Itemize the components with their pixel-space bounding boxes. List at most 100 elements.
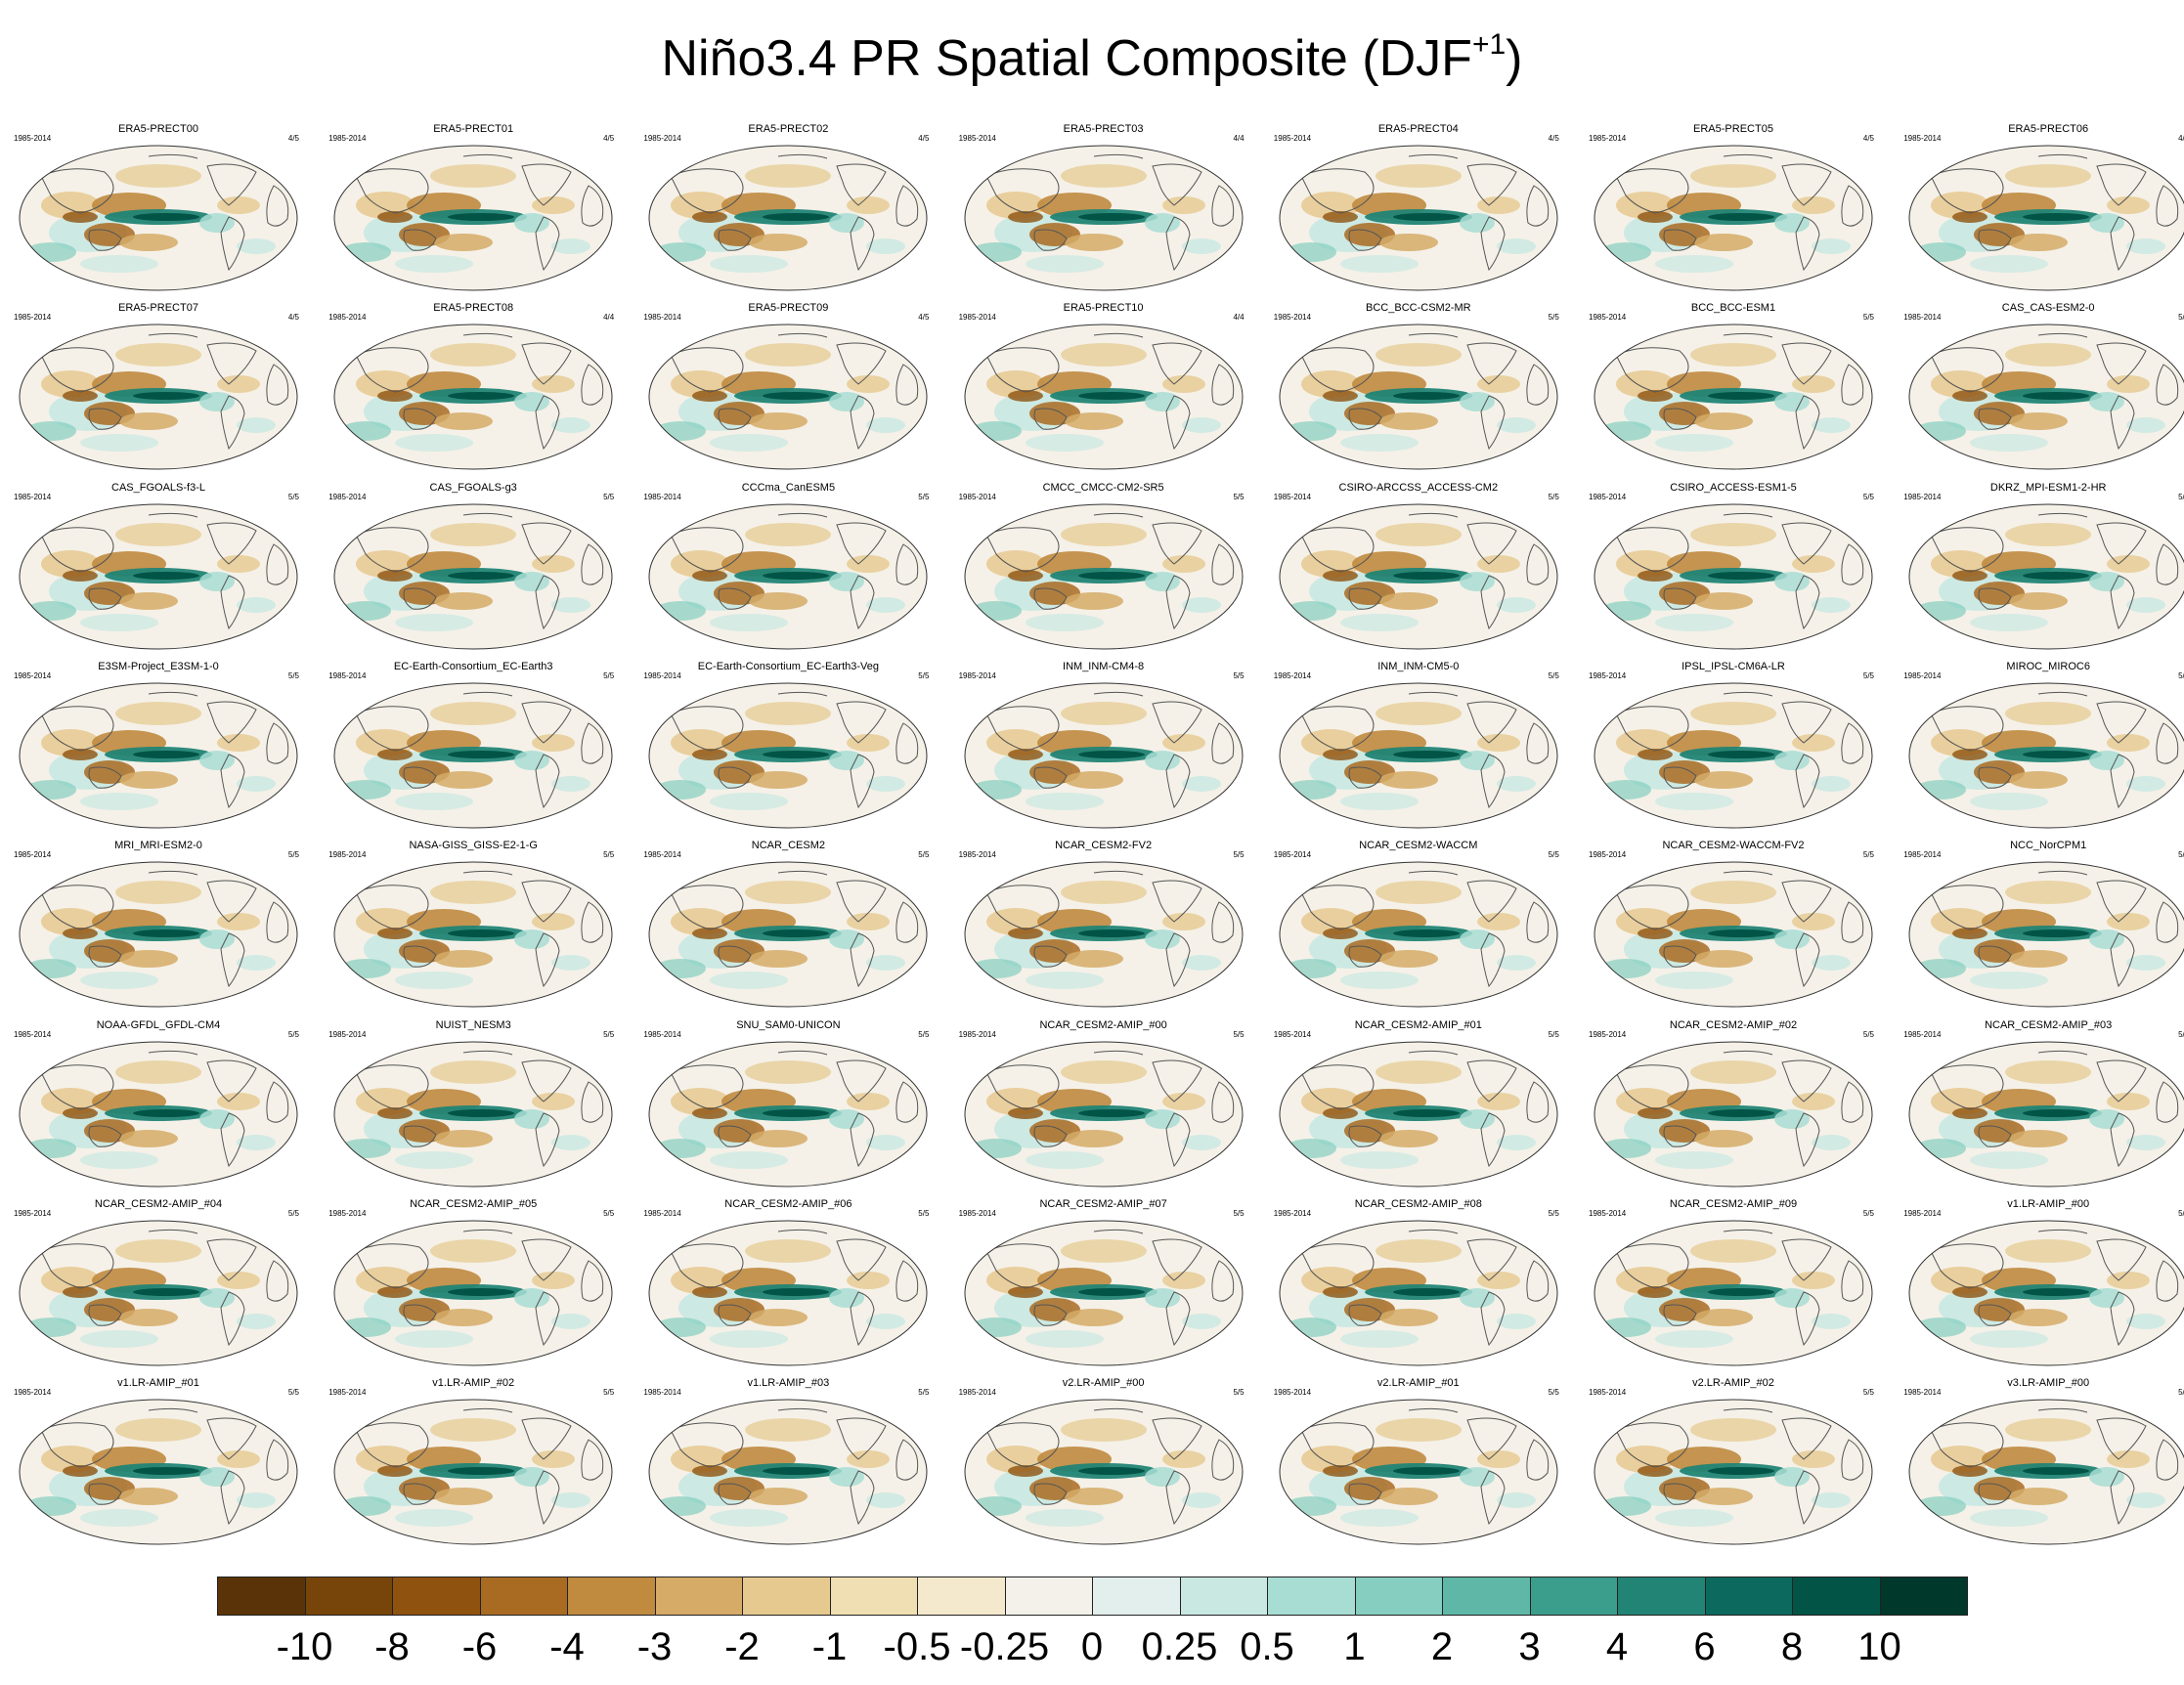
panel-title: ERA5-PRECT01 bbox=[433, 123, 514, 135]
colorbar-swatch bbox=[829, 1577, 918, 1616]
map-panel: v3.LR-AMIP_#00 1985-2014 5/5 bbox=[1901, 1377, 2184, 1553]
panel-period: 1985-2014 bbox=[328, 1029, 367, 1039]
panel-ratio: 5/5 bbox=[2178, 1029, 2184, 1039]
panel-title: BCC_BCC-ESM1 bbox=[1690, 302, 1776, 315]
panel-title: ERA5-PRECT07 bbox=[118, 302, 198, 315]
panel-period: 1985-2014 bbox=[1273, 1388, 1312, 1398]
panel-ratio: 5/5 bbox=[287, 492, 299, 501]
map-panel: NCAR_CESM2-AMIP_#02 1985-2014 5/5 bbox=[1587, 1019, 1880, 1195]
panel-ratio: 5/5 bbox=[603, 1029, 615, 1039]
panel-period: 1985-2014 bbox=[1903, 134, 1942, 143]
precip-map bbox=[964, 324, 1244, 470]
precip-map bbox=[333, 145, 613, 291]
precip-map bbox=[1279, 1041, 1558, 1187]
panel-ratio: 5/5 bbox=[603, 850, 615, 860]
panel-title: v2.LR-AMIP_#02 bbox=[1692, 1377, 1774, 1390]
panel-title: MIROC_MIROC6 bbox=[2006, 660, 2090, 672]
panel-title: NCAR_CESM2-AMIP_#07 bbox=[1039, 1197, 1167, 1210]
panel-ratio: 5/5 bbox=[287, 1208, 299, 1218]
map-panel: NCAR_CESM2-AMIP_#04 1985-2014 5/5 bbox=[12, 1198, 305, 1374]
panel-ratio: 4/5 bbox=[287, 134, 299, 143]
panel-ratio: 5/5 bbox=[2178, 313, 2184, 323]
panel-ratio: 5/5 bbox=[1548, 492, 1559, 501]
map-panel: NCC_NorCPM1 1985-2014 5/5 bbox=[1901, 840, 2184, 1015]
precip-map bbox=[333, 1041, 613, 1187]
panel-ratio: 4/5 bbox=[603, 134, 615, 143]
panel-title: NCAR_CESM2-AMIP_#05 bbox=[410, 1197, 538, 1210]
map-panel: NCAR_CESM2-FV2 1985-2014 5/5 bbox=[957, 840, 1250, 1015]
map-panel: NCAR_CESM2-AMIP_#06 1985-2014 5/5 bbox=[641, 1198, 935, 1374]
precip-map bbox=[1594, 682, 1873, 829]
precip-map bbox=[1279, 324, 1558, 470]
panel-title: v1.LR-AMIP_#02 bbox=[432, 1377, 515, 1390]
map-panel: v1.LR-AMIP_#01 1985-2014 5/5 bbox=[12, 1377, 305, 1553]
panel-title: ERA5-PRECT00 bbox=[118, 123, 198, 135]
panel-period: 1985-2014 bbox=[1273, 313, 1312, 323]
panel-title: E3SM-Project_E3SM-1-0 bbox=[98, 660, 219, 672]
panel-title: NCAR_CESM2-WACCM-FV2 bbox=[1662, 840, 1805, 852]
panel-period: 1985-2014 bbox=[958, 850, 996, 860]
panel-period: 1985-2014 bbox=[328, 1208, 367, 1218]
map-panel: v2.LR-AMIP_#01 1985-2014 5/5 bbox=[1272, 1377, 1565, 1553]
panel-ratio: 5/5 bbox=[1548, 1208, 1559, 1218]
panel-title: v1.LR-AMIP_#01 bbox=[117, 1377, 199, 1390]
panel-title: EC-Earth-Consortium_EC-Earth3-Veg bbox=[697, 660, 880, 672]
colorbar-tick-label: 4 bbox=[1605, 1625, 1629, 1668]
panel-period: 1985-2014 bbox=[1273, 670, 1312, 680]
panel-period: 1985-2014 bbox=[958, 1388, 996, 1398]
map-panel: INM_INM-CM5-0 1985-2014 5/5 bbox=[1272, 661, 1565, 837]
panel-period: 1985-2014 bbox=[1903, 313, 1942, 323]
panel-title: NUIST_NESM3 bbox=[435, 1018, 511, 1031]
map-panel: SNU_SAM0-UNICON 1985-2014 5/5 bbox=[641, 1019, 935, 1195]
precip-map bbox=[1594, 503, 1873, 650]
precip-map bbox=[19, 1041, 298, 1187]
panel-ratio: 5/5 bbox=[1862, 492, 1874, 501]
panel-period: 1985-2014 bbox=[1589, 670, 1627, 680]
panel-title: NCAR_CESM2-AMIP_#01 bbox=[1354, 1018, 1482, 1031]
map-panel: ERA5-PRECT03 1985-2014 4/4 bbox=[957, 123, 1250, 299]
panel-period: 1985-2014 bbox=[328, 134, 367, 143]
panel-title: ERA5-PRECT08 bbox=[433, 302, 514, 315]
precip-map bbox=[19, 145, 298, 291]
map-panel: ERA5-PRECT07 1985-2014 4/5 bbox=[12, 302, 305, 478]
map-panel: CSIRO-ARCCSS_ACCESS-CM2 1985-2014 5/5 bbox=[1272, 482, 1565, 658]
panel-title: ERA5-PRECT05 bbox=[1693, 123, 1773, 135]
precip-map bbox=[648, 861, 928, 1008]
precip-map bbox=[19, 503, 298, 650]
panel-title: NCAR_CESM2-AMIP_#03 bbox=[1985, 1018, 2113, 1031]
panel-period: 1985-2014 bbox=[1903, 1388, 1942, 1398]
map-panel: DKRZ_MPI-ESM1-2-HR 1985-2014 5/5 bbox=[1901, 482, 2184, 658]
precip-map bbox=[1908, 861, 2184, 1008]
panel-title: INM_INM-CM5-0 bbox=[1377, 660, 1460, 672]
map-panel: ERA5-PRECT05 1985-2014 4/5 bbox=[1587, 123, 1880, 299]
colorbar-tick-label: -1 bbox=[811, 1625, 848, 1668]
map-panel: CAS_FGOALS-g3 1985-2014 5/5 bbox=[327, 482, 620, 658]
precip-map bbox=[648, 1399, 928, 1545]
panel-ratio: 4/5 bbox=[1548, 134, 1559, 143]
panel-title: CSIRO_ACCESS-ESM1-5 bbox=[1670, 481, 1797, 494]
panel-period: 1985-2014 bbox=[1273, 134, 1312, 143]
precip-map bbox=[1594, 324, 1873, 470]
map-panel: NCAR_CESM2 1985-2014 5/5 bbox=[641, 840, 935, 1015]
panel-period: 1985-2014 bbox=[328, 313, 367, 323]
panel-ratio: 4/6 bbox=[2178, 134, 2184, 143]
map-panel: ERA5-PRECT00 1985-2014 4/5 bbox=[12, 123, 305, 299]
precip-map bbox=[1279, 861, 1558, 1008]
panel-period: 1985-2014 bbox=[1903, 492, 1942, 501]
panel-period: 1985-2014 bbox=[958, 670, 996, 680]
panel-title: SNU_SAM0-UNICON bbox=[736, 1018, 841, 1031]
precip-map bbox=[964, 1041, 1244, 1187]
colorbar-tick-label: 0 bbox=[1080, 1625, 1104, 1668]
panel-title: NCAR_CESM2-AMIP_#08 bbox=[1354, 1197, 1482, 1210]
precip-map bbox=[333, 682, 613, 829]
precip-map bbox=[333, 861, 613, 1008]
map-panel: v1.LR-AMIP_#00 1985-2014 5/5 bbox=[1901, 1198, 2184, 1374]
panel-ratio: 5/5 bbox=[1233, 850, 1245, 860]
precip-map bbox=[648, 1041, 928, 1187]
panel-period: 1985-2014 bbox=[328, 670, 367, 680]
panel-period: 1985-2014 bbox=[1589, 492, 1627, 501]
colorbar-swatch bbox=[217, 1577, 306, 1616]
panel-period: 1985-2014 bbox=[1903, 1208, 1942, 1218]
panel-ratio: 5/5 bbox=[1548, 1388, 1559, 1398]
precip-map bbox=[1279, 1399, 1558, 1545]
